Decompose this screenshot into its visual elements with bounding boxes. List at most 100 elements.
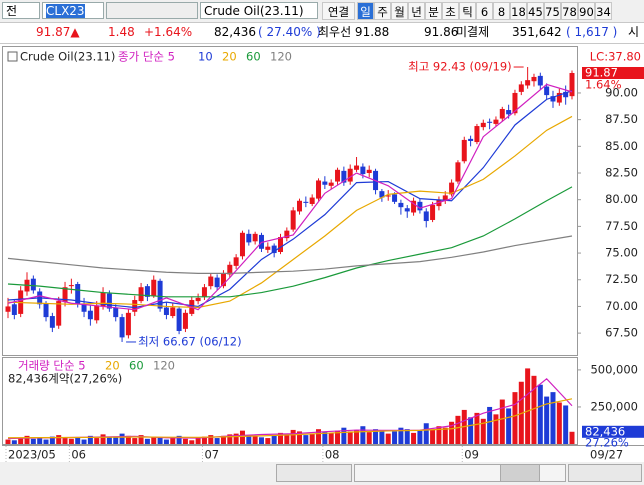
period-button[interactable]: 일 xyxy=(357,2,374,20)
volume-bar xyxy=(271,435,277,444)
volume-bar xyxy=(252,435,258,444)
period-button[interactable]: 90 xyxy=(578,2,595,20)
y-tick-label: 90.00 xyxy=(605,85,638,99)
candle-body xyxy=(442,195,448,201)
candle-body xyxy=(316,180,322,199)
candle-body xyxy=(404,208,410,212)
volume-bar xyxy=(5,439,11,444)
period-button[interactable]: 18 xyxy=(510,2,527,20)
volume: 82,436 xyxy=(214,25,256,39)
legend-label: 종가 단순 5 xyxy=(118,50,175,64)
volume-bar xyxy=(297,431,303,444)
y-tick-label: 77.50 xyxy=(605,219,638,233)
period-button[interactable]: 75 xyxy=(544,2,561,20)
volume-bar xyxy=(341,427,347,444)
period-button[interactable]: 34 xyxy=(595,2,612,20)
volume-bar xyxy=(411,432,417,444)
candle-body xyxy=(550,96,556,102)
period-button[interactable]: 틱 xyxy=(459,2,476,20)
chart-title: Crude Oil(23.11) xyxy=(20,50,115,64)
period-button[interactable]: 분 xyxy=(425,2,442,20)
volume-bar xyxy=(328,432,334,444)
volume-bar xyxy=(94,438,100,444)
candle-body xyxy=(474,126,480,143)
x-tick-label: 09 xyxy=(464,448,479,462)
candle-body xyxy=(430,205,436,220)
period-button[interactable]: 45 xyxy=(527,2,544,20)
volume-bar xyxy=(246,435,252,444)
volume-bar xyxy=(220,435,226,444)
market-select[interactable]: 전 xyxy=(2,2,40,19)
code-input[interactable]: CLX23 xyxy=(42,2,104,19)
volume-bar xyxy=(157,437,163,444)
period-button[interactable]: 년 xyxy=(408,2,425,20)
volume-bar xyxy=(423,423,429,444)
period-button[interactable]: 연결 xyxy=(322,2,355,20)
volume-bar xyxy=(455,415,461,444)
candle-body xyxy=(385,195,391,197)
candle-body xyxy=(157,280,163,309)
zoom-buttons[interactable] xyxy=(568,464,642,482)
volume-bar xyxy=(277,432,283,444)
volume-bar xyxy=(531,375,537,444)
volume-bar xyxy=(354,429,360,444)
period-button[interactable]: 8 xyxy=(493,2,510,20)
volume-bar xyxy=(430,429,436,444)
volume-bar xyxy=(544,396,550,444)
period-button[interactable]: 주 xyxy=(374,2,391,20)
high-label: 최고 92.43 (09/19) xyxy=(408,60,512,74)
period-button[interactable]: 78 xyxy=(561,2,578,20)
volume-bar xyxy=(493,414,499,444)
volume-bar xyxy=(239,430,245,444)
last-pct: 1.64% xyxy=(585,77,622,91)
volume-bar xyxy=(113,437,119,444)
scroll-thumb[interactable] xyxy=(500,464,540,482)
chart-bg xyxy=(0,44,644,462)
candle-body xyxy=(271,245,277,254)
candle-body xyxy=(531,76,537,82)
candle-body xyxy=(227,264,233,275)
volume-bar xyxy=(214,438,220,444)
candle-body xyxy=(106,293,112,309)
volume-bar xyxy=(442,427,448,444)
candle-body xyxy=(322,181,328,185)
candle-body xyxy=(423,211,429,222)
candle-body xyxy=(75,284,81,305)
oi-label: 미결제 xyxy=(456,25,490,39)
volume-bar xyxy=(316,429,322,444)
legend-label: 거래량 단순 5 xyxy=(18,359,86,373)
candle-body xyxy=(487,121,493,123)
volume-bar xyxy=(30,438,36,444)
volume-bar xyxy=(87,435,93,444)
period-button[interactable]: 월 xyxy=(391,2,408,20)
volume-bar xyxy=(144,438,150,444)
candle-body xyxy=(265,246,271,250)
candle-body xyxy=(411,200,417,213)
y-tick-label: 70.00 xyxy=(605,299,638,313)
scroll-buttons[interactable] xyxy=(276,464,352,482)
candle-body xyxy=(252,233,258,242)
icon-group[interactable] xyxy=(106,2,198,19)
volume-bar xyxy=(506,408,512,444)
period-button[interactable]: 6 xyxy=(476,2,493,20)
candle-body xyxy=(94,305,100,321)
volume-bar xyxy=(151,436,157,444)
volume-bar xyxy=(176,435,182,444)
candle-body xyxy=(512,92,518,114)
volume-bar xyxy=(556,402,562,444)
candle-body xyxy=(290,210,296,230)
candle-body xyxy=(201,287,207,297)
volume-bar xyxy=(11,440,17,444)
candle-body xyxy=(144,286,150,297)
period-button[interactable]: 초 xyxy=(442,2,459,20)
y-tick-label: 80.00 xyxy=(605,192,638,206)
candle-body xyxy=(417,201,423,211)
y-tick-label: 250,000 xyxy=(590,399,638,413)
volume-bar xyxy=(398,427,404,444)
candle-body xyxy=(49,316,55,328)
candle-body xyxy=(30,278,36,291)
candle-body xyxy=(68,285,74,287)
price: 91.87▲ xyxy=(36,25,80,39)
candle-body xyxy=(347,168,353,182)
candle-body xyxy=(163,307,169,315)
